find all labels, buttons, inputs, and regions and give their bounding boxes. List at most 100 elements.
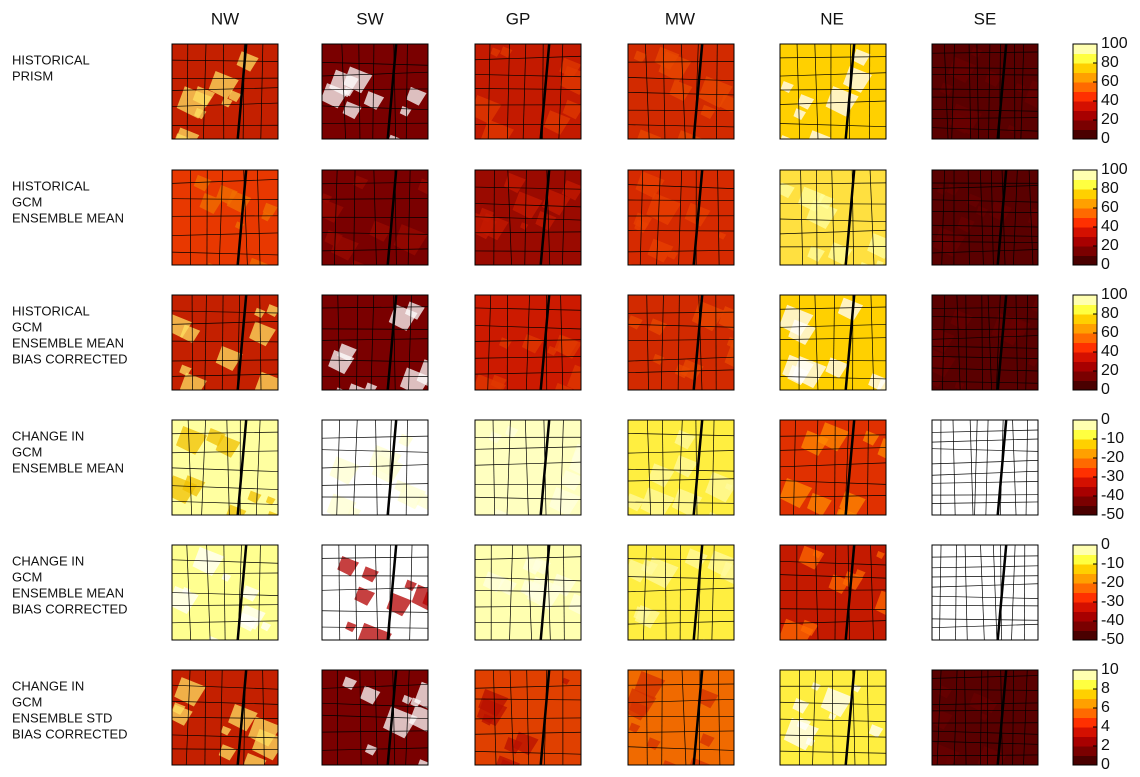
column-header: SE <box>974 9 997 28</box>
colorbar-band <box>1073 82 1097 92</box>
column-header: NE <box>820 9 844 28</box>
colorbar-band <box>1073 420 1097 430</box>
column-header: NW <box>211 9 239 28</box>
colorbar-band <box>1073 458 1097 468</box>
column-header: GP <box>506 9 531 28</box>
map-panel <box>475 420 598 533</box>
colorbar-band <box>1073 574 1097 584</box>
colorbar-band <box>1073 381 1097 391</box>
colorbar-tick-label: 40 <box>1101 218 1119 235</box>
colorbar-tick-label: 0 <box>1101 536 1110 553</box>
colorbar-band <box>1073 555 1097 565</box>
map-panel <box>932 170 1050 265</box>
colorbar-tick-label: 100 <box>1101 161 1128 178</box>
colorbar-band <box>1073 371 1097 381</box>
map-panel <box>926 295 1053 390</box>
row-label: BIAS CORRECTED <box>12 351 128 366</box>
colorbar-tick-label: -20 <box>1101 574 1124 591</box>
map-patch <box>202 263 233 292</box>
colorbar-band <box>1073 199 1097 209</box>
map-panel <box>627 295 760 390</box>
map-panel <box>322 295 451 407</box>
colorbar-band <box>1073 237 1097 247</box>
colorbar-band <box>1073 73 1097 83</box>
colorbar-band <box>1073 545 1097 555</box>
colorbar-band <box>1073 111 1097 121</box>
colorbar-band <box>1073 727 1097 737</box>
colorbar-band <box>1073 120 1097 130</box>
colorbar-band <box>1073 612 1097 622</box>
row-label: BIAS CORRECTED <box>12 601 128 616</box>
map-panel <box>169 44 278 166</box>
map-panel <box>172 170 278 292</box>
colorbar-band <box>1073 621 1097 631</box>
colorbar-tick-label: 100 <box>1101 35 1128 52</box>
colorbar-band <box>1073 593 1097 603</box>
map-panel <box>779 420 903 535</box>
colorbar-tick-label: 0 <box>1101 381 1110 398</box>
map-panel <box>318 170 436 283</box>
colorbar-band <box>1073 189 1097 199</box>
colorbar-band <box>1073 746 1097 756</box>
map-panel <box>625 670 734 772</box>
map-patch <box>622 263 648 287</box>
colorbar-band <box>1073 44 1097 54</box>
colorbar-band <box>1073 756 1097 766</box>
column-header: SW <box>356 9 383 28</box>
colorbar-tick-label: 100 <box>1101 286 1128 303</box>
colorbar-band <box>1073 680 1097 690</box>
colorbar-tick-label: -30 <box>1101 593 1124 610</box>
row-label: HISTORICAL <box>12 178 90 193</box>
row-label: GCM <box>12 694 42 709</box>
colorbar-band <box>1073 352 1097 362</box>
colorbar-tick-label: -40 <box>1101 487 1124 504</box>
colorbar-band <box>1073 699 1097 709</box>
colorbar-tick-label: -10 <box>1101 555 1124 572</box>
map-panel <box>622 170 734 287</box>
colorbar-tick-label: 60 <box>1101 324 1119 341</box>
colorbar-tick-label: 20 <box>1101 111 1119 128</box>
colorbar-band <box>1073 256 1097 266</box>
map-patch <box>698 639 721 661</box>
colorbar-band <box>1073 602 1097 612</box>
map-patch <box>494 514 515 534</box>
colorbar-band <box>1073 295 1097 305</box>
colorbar-tick-label: 0 <box>1101 411 1110 428</box>
map-panel <box>168 545 278 653</box>
colorbar-tick-label: 60 <box>1101 199 1119 216</box>
map-patch <box>854 262 887 293</box>
map-panel <box>932 44 1059 139</box>
map-panel <box>929 545 1045 662</box>
colorbar-tick-label: 20 <box>1101 362 1119 379</box>
row-label: PRISM <box>12 68 53 83</box>
row-label: GCM <box>12 569 42 584</box>
colorbar-band <box>1073 737 1097 747</box>
colorbar-band <box>1073 468 1097 478</box>
colorbar-band <box>1073 208 1097 218</box>
colorbar-band <box>1073 477 1097 487</box>
row-label: CHANGE IN <box>12 678 84 693</box>
map-patch <box>480 138 501 157</box>
colorbar-tick-label: 2 <box>1101 737 1110 754</box>
colorbar-band <box>1073 314 1097 324</box>
colorbar-band <box>1073 333 1097 343</box>
map-panel <box>625 545 745 660</box>
colorbar-band <box>1073 92 1097 102</box>
row-label: ENSEMBLE MEAN <box>12 335 124 350</box>
colorbar-band <box>1073 130 1097 140</box>
colorbar-tick-label: 80 <box>1101 180 1119 197</box>
figure: NWSWGPMWNESEHISTORICALPRISM100806040200H… <box>0 0 1140 772</box>
colorbar-tick-label: 40 <box>1101 92 1119 109</box>
map-panel <box>322 545 441 656</box>
colorbar-band <box>1073 631 1097 641</box>
colorbar-band <box>1073 324 1097 334</box>
colorbar-tick-label: -10 <box>1101 430 1124 447</box>
colorbar-band <box>1073 305 1097 315</box>
colorbar-tick-label: -20 <box>1101 449 1124 466</box>
colorbar-tick-label: 6 <box>1101 699 1110 716</box>
row-label: ENSEMBLE MEAN <box>12 585 124 600</box>
colorbar-band <box>1073 101 1097 111</box>
colorbar-band <box>1073 708 1097 718</box>
colorbar-band <box>1073 362 1097 372</box>
colorbar-band <box>1073 54 1097 64</box>
